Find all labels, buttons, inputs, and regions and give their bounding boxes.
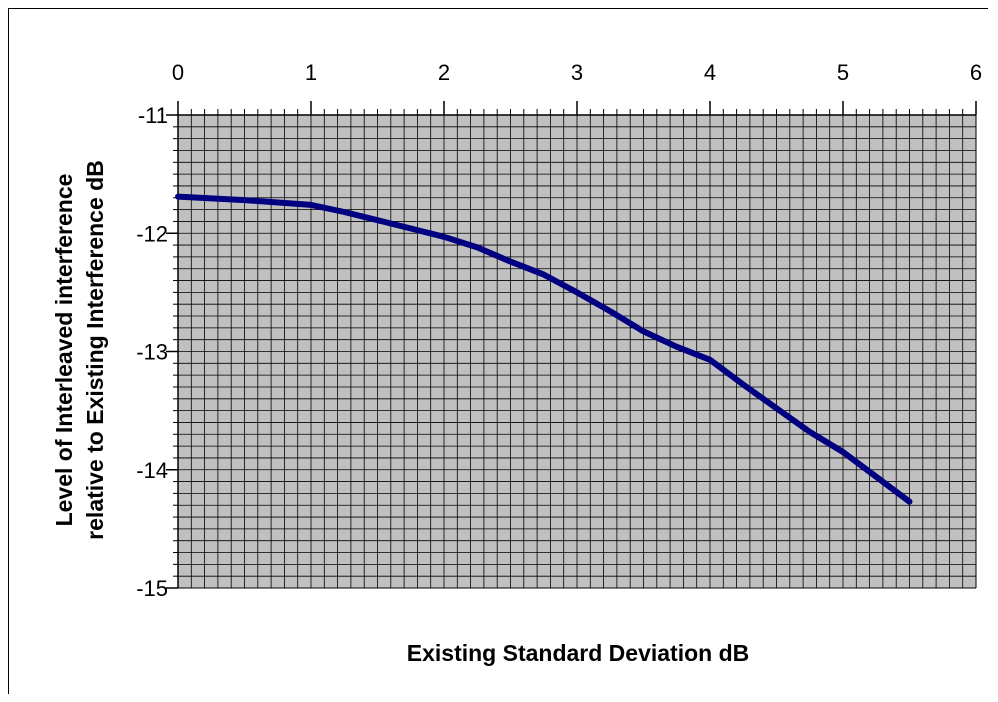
x-axis-title: Existing Standard Deviation dB xyxy=(407,640,750,666)
x-tick-label: 3 xyxy=(571,60,583,85)
series-line xyxy=(175,193,913,505)
x-tick-label: 5 xyxy=(837,60,849,85)
y-axis-title-line-1: Level of Interleaved interference xyxy=(51,174,77,527)
y-tick-label: -12 xyxy=(136,221,168,246)
series-layer xyxy=(175,193,913,505)
y-tick-label: -11 xyxy=(138,103,168,128)
x-tick-label: 4 xyxy=(704,60,716,85)
x-tick-label: 0 xyxy=(172,60,184,85)
y-tick-labels: -11 -12 -13 -14 -15 xyxy=(136,103,168,601)
x-tick-label: 6 xyxy=(970,60,982,85)
minor-gridlines xyxy=(177,114,977,589)
y-tick-label: -14 xyxy=(136,458,168,483)
x-tick-label: 2 xyxy=(438,60,450,85)
y-axis-title-line-2: relative to Existing Interference dB xyxy=(82,160,108,540)
x-tick-label: 1 xyxy=(305,60,317,85)
x-tick-labels: 0 1 2 3 4 5 6 xyxy=(172,60,982,85)
tick-marks xyxy=(166,101,977,589)
y-tick-label: -13 xyxy=(136,340,168,365)
y-tick-label: -15 xyxy=(136,576,168,601)
